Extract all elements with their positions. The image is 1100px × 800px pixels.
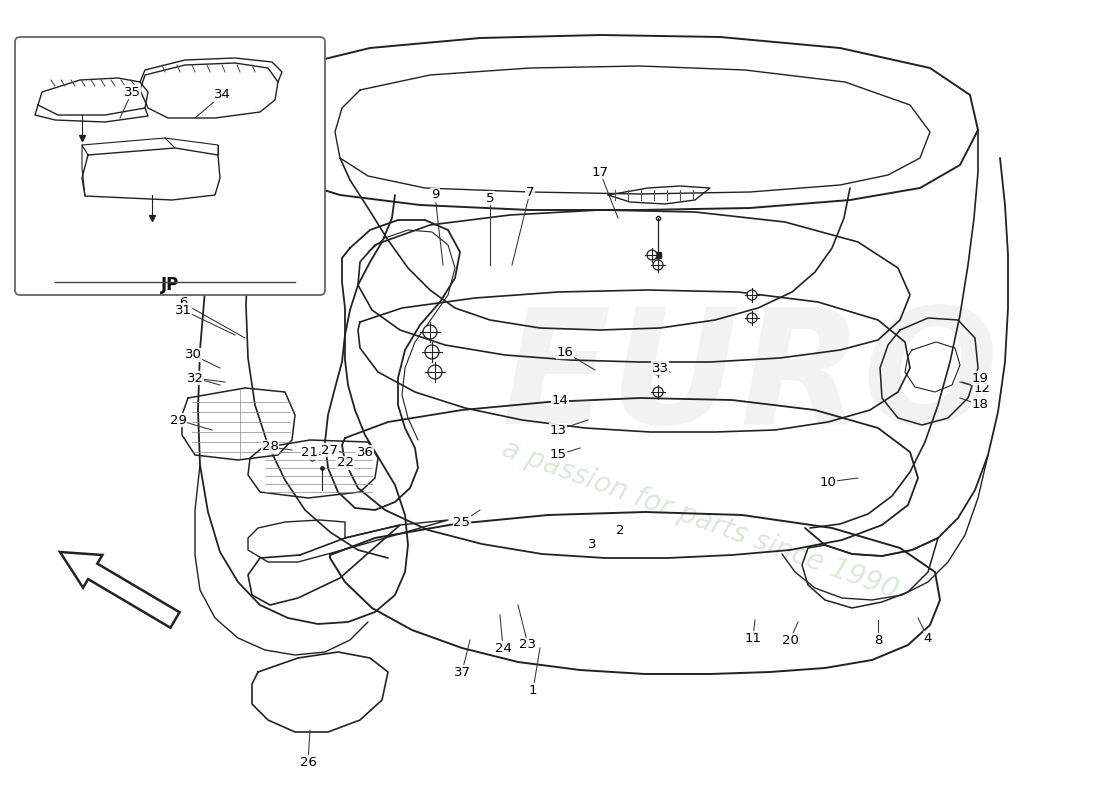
Text: 17: 17 [592, 166, 608, 178]
Text: 18: 18 [971, 398, 989, 411]
Circle shape [428, 365, 442, 379]
FancyArrow shape [60, 552, 179, 628]
Text: 12: 12 [974, 382, 990, 394]
Text: 13: 13 [550, 423, 566, 437]
Text: EURO: EURO [502, 302, 999, 458]
Text: 16: 16 [557, 346, 573, 358]
Text: 20: 20 [782, 634, 799, 646]
Text: 5: 5 [486, 191, 494, 205]
Circle shape [747, 313, 757, 323]
Circle shape [653, 365, 663, 375]
Text: 10: 10 [820, 475, 836, 489]
Text: 25: 25 [453, 515, 471, 529]
Text: 8: 8 [873, 634, 882, 646]
Text: 9: 9 [431, 189, 439, 202]
FancyBboxPatch shape [15, 37, 324, 295]
Text: 23: 23 [519, 638, 537, 651]
Text: 28: 28 [262, 441, 278, 454]
Text: 37: 37 [453, 666, 471, 678]
Text: 21: 21 [301, 446, 319, 459]
Text: 14: 14 [551, 394, 569, 406]
Text: 22: 22 [337, 457, 353, 470]
Text: 6: 6 [179, 297, 187, 310]
Text: 15: 15 [550, 449, 566, 462]
Circle shape [425, 345, 439, 359]
Text: 19: 19 [971, 371, 989, 385]
Text: 2: 2 [616, 523, 625, 537]
Text: 35: 35 [123, 86, 141, 98]
Text: a passion for parts since 1990: a passion for parts since 1990 [498, 435, 902, 605]
Circle shape [653, 260, 663, 270]
Text: 1: 1 [529, 683, 537, 697]
Text: 26: 26 [299, 755, 317, 769]
Text: 7: 7 [526, 186, 535, 198]
Circle shape [747, 290, 757, 300]
Text: JP: JP [161, 276, 179, 294]
Text: 27: 27 [321, 443, 339, 457]
Text: 34: 34 [213, 89, 230, 102]
Circle shape [653, 387, 663, 397]
Circle shape [424, 325, 437, 339]
Text: 11: 11 [745, 631, 761, 645]
Text: 33: 33 [651, 362, 669, 374]
Text: 31: 31 [175, 303, 191, 317]
Text: 30: 30 [185, 349, 201, 362]
Text: 4: 4 [924, 631, 932, 645]
Text: 3: 3 [587, 538, 596, 551]
Text: 24: 24 [495, 642, 512, 654]
Text: 36: 36 [356, 446, 373, 458]
Circle shape [647, 250, 657, 260]
Text: 29: 29 [169, 414, 186, 426]
Text: 32: 32 [187, 371, 204, 385]
